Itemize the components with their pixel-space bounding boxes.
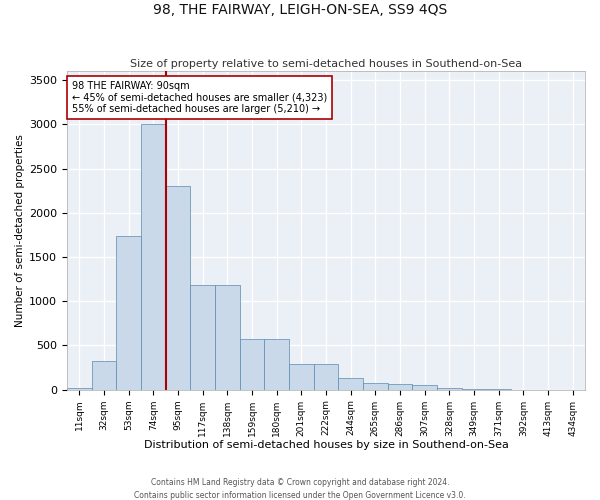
Bar xyxy=(437,388,461,390)
Y-axis label: Number of semi-detached properties: Number of semi-detached properties xyxy=(15,134,25,327)
Bar xyxy=(92,362,116,390)
Bar xyxy=(141,124,166,390)
Bar xyxy=(338,378,363,390)
Bar xyxy=(289,364,314,390)
Text: 98, THE FAIRWAY, LEIGH-ON-SEA, SS9 4QS: 98, THE FAIRWAY, LEIGH-ON-SEA, SS9 4QS xyxy=(153,2,447,16)
Text: 98 THE FAIRWAY: 90sqm
← 45% of semi-detached houses are smaller (4,323)
55% of s: 98 THE FAIRWAY: 90sqm ← 45% of semi-deta… xyxy=(72,80,328,114)
Bar xyxy=(265,340,289,390)
Bar xyxy=(166,186,190,390)
X-axis label: Distribution of semi-detached houses by size in Southend-on-Sea: Distribution of semi-detached houses by … xyxy=(143,440,508,450)
Bar xyxy=(239,340,265,390)
Bar xyxy=(116,236,141,390)
Text: Contains HM Land Registry data © Crown copyright and database right 2024.
Contai: Contains HM Land Registry data © Crown c… xyxy=(134,478,466,500)
Bar xyxy=(67,388,92,390)
Bar xyxy=(363,382,388,390)
Bar xyxy=(314,364,338,390)
Title: Size of property relative to semi-detached houses in Southend-on-Sea: Size of property relative to semi-detach… xyxy=(130,59,522,69)
Bar xyxy=(215,286,239,390)
Bar xyxy=(388,384,412,390)
Bar xyxy=(412,385,437,390)
Bar xyxy=(190,286,215,390)
Bar xyxy=(461,389,487,390)
